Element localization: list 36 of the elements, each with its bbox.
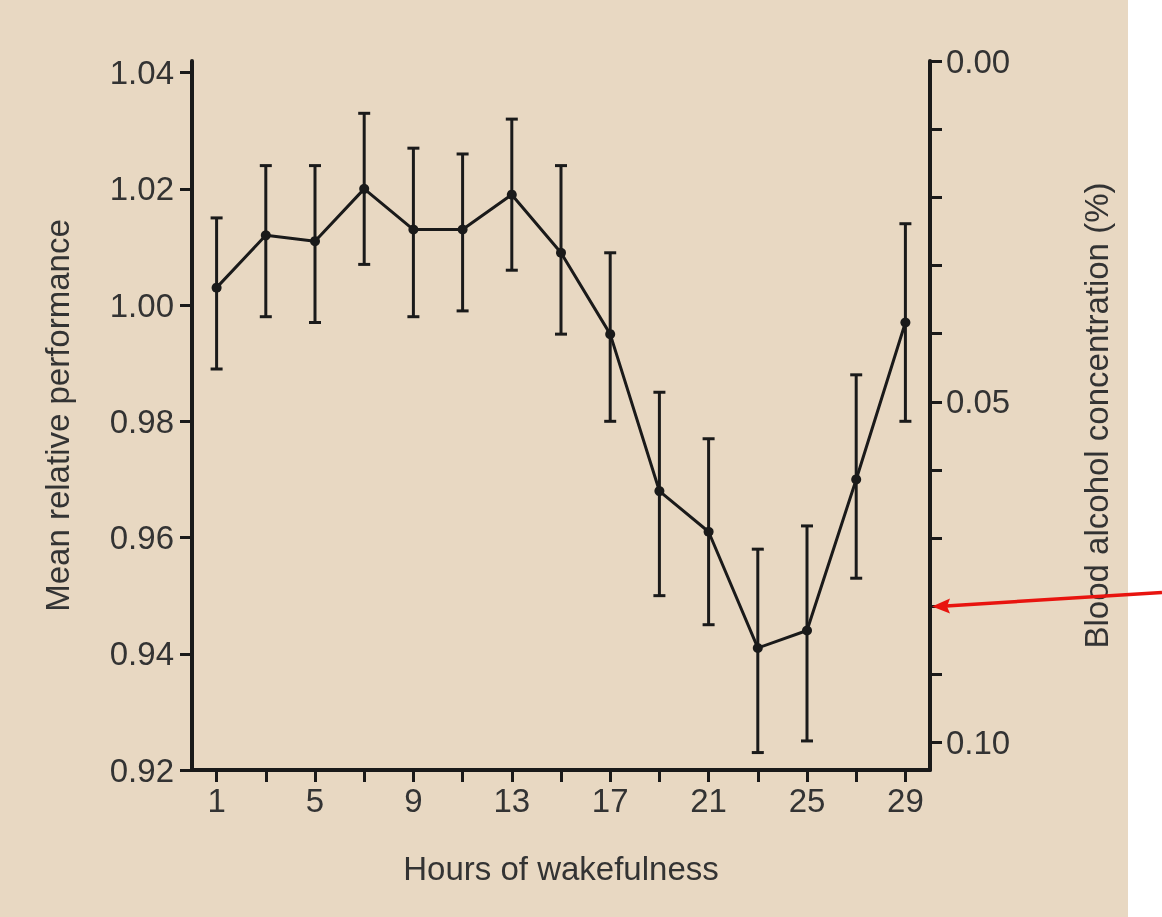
point [703,526,714,537]
y2-tick-label: 0.10 [946,724,1011,762]
y2-axis-title: Blood alcohol concentration (%) [1078,182,1115,649]
x-tick-label: 17 [591,782,629,819]
point [752,642,763,653]
y-tick-label: 1.00 [109,286,174,324]
point [900,317,911,328]
x-axis-title: Hours of wakefulness [403,850,719,887]
x-tick-label: 25 [788,782,826,819]
point [211,282,222,293]
point [457,224,468,235]
x-tick-label: 29 [887,782,924,819]
point [556,247,566,258]
x-tick-label: 9 [404,782,423,819]
y2-tick-label: 0.00 [946,42,1011,80]
x-tick-label: 13 [493,782,531,819]
y-axis-title: Mean relative performance [39,219,76,612]
y-tick-label: 0.98 [109,402,174,440]
y2-tick-label: 0.05 [946,383,1011,421]
x-tick-label: 1 [207,782,226,819]
point [654,486,665,497]
point [408,224,419,235]
x-tick-label: 21 [690,782,727,819]
point [310,236,320,247]
point [851,474,862,485]
point [506,189,517,200]
point [605,329,616,340]
y-tick-label: 0.92 [109,751,174,789]
x-tick-label: 5 [305,782,325,819]
y-tick-label: 1.04 [109,54,174,92]
y-tick-label: 0.96 [109,519,174,557]
point [802,625,812,636]
point [359,183,370,194]
y-tick-label: 0.94 [109,635,174,673]
point [260,230,271,241]
y-tick-label: 1.02 [109,170,174,208]
